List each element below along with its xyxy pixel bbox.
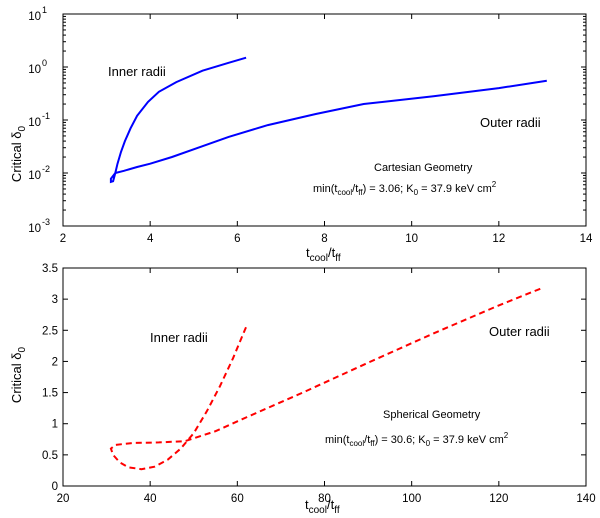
y-tick-label: 1 [52,419,58,431]
y-tick-label: 3.5 [42,263,58,275]
spherical-outer-radii-label: Outer radii [489,324,550,339]
cartesian-x-axis-label: tcool/tff [306,245,341,264]
y-tick-label: 0 [52,481,58,493]
x-tick-label: 20 [57,493,70,505]
x-tick-label: 120 [489,493,508,505]
spherical-params-label: min(tcool/tff) = 30.6; K0 = 37.9 keV cm2 [325,431,509,448]
cartesian-curve [109,56,547,184]
y-tick-label: 10 [28,11,41,23]
x-tick-label: 10 [405,233,418,245]
spherical-curve [109,286,543,471]
x-tick-label: 140 [576,493,595,505]
cartesian-params-label: min(tcool/tff) = 3.06; K0 = 37.9 keV cm2 [313,180,497,197]
y-tick-label: 1.5 [42,388,58,400]
cartesian-outer-radii-label: Outer radii [480,115,541,130]
spherical-geometry-label: Spherical Geometry [383,409,481,421]
y-tick-exponent: 0 [42,58,47,68]
y-tick-label: 2 [52,356,58,368]
y-tick-label: 10 [28,117,41,129]
y-tick-label: 2.5 [42,325,58,337]
x-tick-label: 6 [234,233,240,245]
y-tick-label: 0.5 [42,450,58,462]
spherical-y-axis-label: Critical δ0 [9,346,28,403]
cartesian-geometry-label: Cartesian Geometry [374,162,473,174]
x-tick-label: 60 [231,493,244,505]
y-tick-exponent: 1 [42,5,47,15]
y-tick-label: 10 [28,170,41,182]
x-tick-label: 12 [492,233,505,245]
spherical-ticks: 20 40 60 80 100 120 140 0 0.5 1 1.5 2 2.5 3 3.5 [42,263,596,505]
cartesian-inner-radii-label: Inner radii [108,64,166,79]
y-tick-label: 3 [52,294,58,306]
y-tick-exponent: -3 [42,217,50,227]
y-tick-exponent: -2 [42,164,50,174]
x-tick-label: 80 [318,493,331,505]
x-tick-label: 8 [321,233,327,245]
cartesian-y-axis-label: Critical δ0 [9,125,28,182]
x-tick-label: 2 [60,233,66,245]
spherical-plot-frame [62,267,587,487]
spherical-x-axis-label: tcool/tff [305,497,340,516]
x-tick-label: 4 [147,233,154,245]
x-tick-label: 100 [402,493,421,505]
spherical-panel: 20 40 60 80 100 120 140 0 0.5 1 1.5 2 2.5 3 3.5 Inner … [9,263,596,516]
x-tick-label: 14 [580,233,593,245]
x-tick-label: 40 [144,493,157,505]
spherical-inner-radii-label: Inner radii [150,330,208,345]
y-tick-label: 10 [28,64,41,76]
y-tick-exponent: -1 [42,111,50,121]
y-tick-label: 10 [28,223,41,235]
